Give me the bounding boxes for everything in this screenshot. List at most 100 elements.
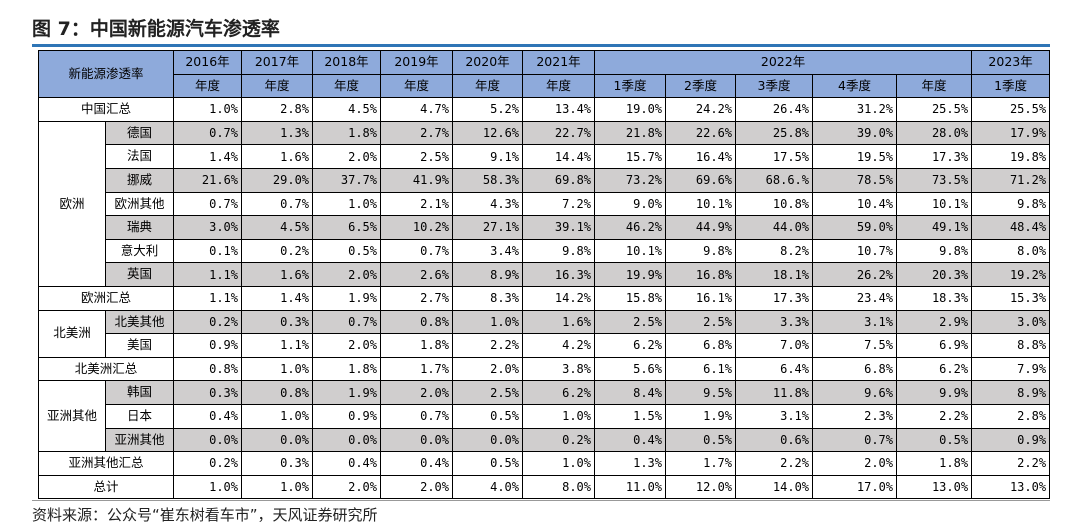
cell-value: 4.5%: [241, 215, 314, 240]
cell-value: 17.3%: [896, 144, 973, 169]
cell-value: 37.7%: [312, 167, 382, 193]
cell-value: 1.0%: [312, 191, 382, 217]
period-header: 年度: [452, 73, 524, 99]
cell-value: 2.0%: [312, 262, 382, 287]
cell-value: 0.7%: [241, 191, 314, 217]
cell-value: 10.8%: [735, 191, 814, 217]
cell-value: 11.0%: [594, 474, 667, 500]
row-label: 韩国: [104, 380, 175, 405]
cell-value: 9.1%: [452, 144, 524, 169]
cell-value: 6.2%: [594, 333, 667, 358]
cell-value: 1.9%: [665, 403, 737, 429]
table-row: 北美洲汇总 0.8% 1.0% 1.8% 1.7% 2.0% 3.8% 5.6% 6.1% 6.4…: [37, 356, 1051, 382]
period-header: 4季度: [812, 73, 898, 99]
cell-value: 1.4%: [241, 285, 314, 311]
cell-value: 0.8%: [173, 356, 243, 382]
cell-value: 73.2%: [594, 167, 667, 193]
cell-value: 19.2%: [971, 262, 1051, 287]
year-header: 2016年: [173, 50, 243, 75]
cell-value: 2.2%: [971, 451, 1051, 476]
cell-value: 71.2%: [971, 167, 1051, 193]
cell-value: 1.5%: [594, 403, 667, 429]
year-header: 2019年: [380, 50, 454, 75]
cell-value: 8.3%: [452, 285, 524, 311]
cell-value: 6.8%: [812, 356, 898, 382]
cell-value: 1.8%: [380, 333, 454, 358]
cell-value: 44.0%: [735, 215, 814, 240]
period-header: 1季度: [594, 73, 667, 99]
cell-value: 13.4%: [522, 97, 596, 122]
table-row: 法国 1.4% 1.6% 2.0% 2.5% 9.1% 14.4% 15.7% 16.4% 17.…: [39, 144, 1051, 169]
cell-value: 4.2%: [522, 333, 596, 358]
cell-value: 1.1%: [173, 262, 243, 287]
cell-value: 1.0%: [241, 356, 314, 382]
cell-value: 6.1%: [665, 356, 737, 382]
cell-value: 1.8%: [896, 451, 973, 476]
cell-value: 1.0%: [241, 403, 314, 429]
row-label: 瑞典: [104, 215, 175, 240]
cell-value: 59.0%: [812, 215, 898, 240]
cell-value: 19.9%: [594, 262, 667, 287]
cell-value: 0.4%: [312, 451, 382, 476]
cell-value: 39.1%: [522, 215, 596, 240]
cell-value: 20.3%: [896, 262, 973, 287]
period-header: 2季度: [665, 73, 737, 99]
cell-value: 0.4%: [594, 427, 667, 453]
cell-value: 1.6%: [241, 262, 314, 287]
table-row: 日本 0.4% 1.0% 0.9% 0.7% 0.5% 1.0% 1.5% 1.9% 3.1% 2.…: [39, 403, 1051, 429]
year-header: 2020年: [452, 50, 524, 75]
cell-value: 2.5%: [380, 144, 454, 169]
cell-value: 44.9%: [665, 215, 737, 240]
cell-value: 17.9%: [971, 120, 1051, 146]
cell-value: 0.0%: [380, 427, 454, 453]
cell-value: 2.7%: [380, 120, 454, 146]
cell-value: 78.5%: [812, 167, 898, 193]
year-header: 2021年: [522, 50, 596, 75]
cell-value: 21.6%: [173, 167, 243, 193]
chart-title: 图 7：中国新能源汽车渗透率: [32, 18, 280, 40]
cell-value: 0.4%: [380, 451, 454, 476]
cell-value: 2.3%: [812, 403, 898, 429]
cell-value: 6.4%: [735, 356, 814, 382]
cell-value: 46.2%: [594, 215, 667, 240]
cell-value: 4.3%: [452, 191, 524, 217]
cell-value: 8.9%: [971, 380, 1051, 405]
cell-value: 28.0%: [896, 120, 973, 146]
cell-value: 1.0%: [522, 451, 596, 476]
cell-value: 2.0%: [812, 451, 898, 476]
cell-value: 3.4%: [452, 238, 524, 264]
period-header: 1季度: [971, 73, 1051, 99]
cell-value: 49.1%: [896, 215, 973, 240]
cell-value: 3.0%: [173, 215, 243, 240]
cell-value: 1.7%: [380, 356, 454, 382]
cell-value: 1.7%: [665, 451, 737, 476]
cell-value: 25.5%: [896, 97, 973, 122]
cell-value: 0.0%: [312, 427, 382, 453]
cell-value: 6.5%: [312, 215, 382, 240]
cell-value: 17.0%: [812, 474, 898, 500]
cell-value: 18.1%: [735, 262, 814, 287]
cell-value: 0.5%: [312, 238, 382, 264]
table-row: 欧洲汇总 1.1% 1.4% 1.9% 2.7% 8.3% 14.2% 15.8% 16.1% 1…: [37, 285, 1051, 311]
cell-value: 8.4%: [594, 380, 667, 405]
cell-value: 16.4%: [665, 144, 737, 169]
cell-value: 2.5%: [665, 309, 737, 335]
cell-value: 0.7%: [173, 120, 243, 146]
cell-value: 1.4%: [173, 144, 243, 169]
row-label: 日本: [104, 403, 175, 429]
cell-value: 12.6%: [452, 120, 524, 146]
period-header: 年度: [522, 73, 596, 99]
cell-value: 0.0%: [173, 427, 243, 453]
cell-value: 2.0%: [452, 356, 524, 382]
cell-value: 9.9%: [896, 380, 973, 405]
cell-value: 2.5%: [594, 309, 667, 335]
cell-value: 3.0%: [971, 309, 1051, 335]
row-label: 欧洲其他: [104, 191, 175, 217]
cell-value: 68.6.%: [735, 167, 814, 193]
cell-value: 7.0%: [735, 333, 814, 358]
cell-value: 22.6%: [665, 120, 737, 146]
cell-value: 14.4%: [522, 144, 596, 169]
table-row: 亚洲其他汇总 0.2% 0.3% 0.4% 0.4% 0.5% 1.0% 1.3% 1.7% 2.…: [37, 451, 1051, 476]
row-label: 德国: [104, 120, 175, 146]
cell-value: 26.4%: [735, 97, 814, 122]
